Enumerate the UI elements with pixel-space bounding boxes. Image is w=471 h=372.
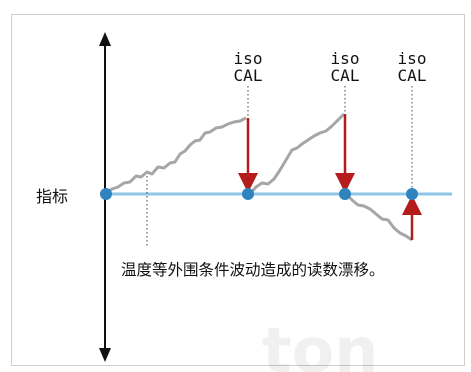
drift-segment-1 [105,116,247,196]
cal-label-3-top: iso [397,49,427,68]
axis-label: 指标 [36,187,69,206]
correction-arrows [238,114,422,240]
axis-up-arrow-icon [99,32,111,46]
drift-segment-2 [248,112,346,195]
cal-label-3: iso CAL [388,50,436,84]
dotted-guides [146,86,413,246]
cal-label-3-bottom: CAL [397,66,427,85]
calibration-point-1 [242,188,254,200]
cal-label-1: iso CAL [224,50,272,84]
cal-label-1-top: iso [233,49,263,68]
watermark: ton [262,314,378,372]
calibration-point-3 [406,188,418,200]
calibration-point-2 [339,188,351,200]
drift-curves [105,112,413,242]
drift-segment-3 [344,192,413,242]
cal-label-1-bottom: CAL [233,66,263,85]
cal-label-2-top: iso [330,49,360,68]
cal-label-2: iso CAL [321,50,369,84]
axis-down-arrow-icon [99,348,111,362]
caption: 温度等外围条件波动造成的读数漂移。 [121,261,385,279]
calibration-points [100,188,418,200]
origin-point [100,188,112,200]
cal-label-2-bottom: CAL [330,66,360,85]
